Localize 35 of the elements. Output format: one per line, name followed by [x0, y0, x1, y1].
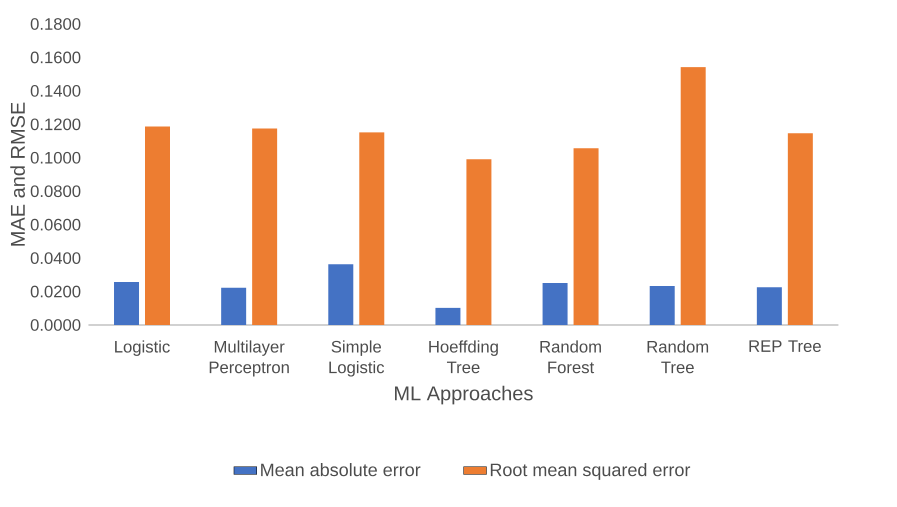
y-tick-label: 0.1800: [30, 18, 80, 30]
bar: [466, 159, 492, 325]
x-tick-label: Random Tree: [648, 340, 708, 374]
x-tick-label: Random Forest: [540, 340, 601, 374]
bar: [145, 126, 170, 325]
bar: [114, 282, 140, 325]
legend-label: Root mean squared error: [490, 463, 690, 480]
bar: [328, 264, 354, 325]
bar: [252, 128, 278, 325]
bar: [435, 308, 460, 325]
x-tick-label: Logistic: [115, 340, 170, 356]
y-tick-label: 0.0800: [30, 185, 80, 198]
y-tick-label: 0.1600: [30, 52, 80, 64]
bar: [756, 287, 782, 325]
y-tick-label: 0.0000: [30, 319, 80, 331]
bar: [221, 288, 246, 325]
legend-label: Mean absolute error: [261, 463, 420, 476]
x-tick-label: REP Tree: [749, 340, 821, 352]
bar: [680, 67, 706, 325]
y-tick-label: 0.1400: [30, 84, 80, 97]
bar: [574, 148, 599, 325]
y-tick-label: 0.0200: [30, 286, 80, 298]
x-tick-label: Multilayer Perceptron: [210, 340, 289, 377]
bar: [359, 132, 384, 325]
y-tick-label: 0.1200: [30, 118, 80, 130]
x-tick-label: Simple Logistic: [329, 340, 384, 377]
y-tick-label: 0.0600: [30, 218, 80, 231]
y-tick-label: 0.1000: [30, 152, 80, 164]
y-axis-title: MAE and RMSE: [10, 102, 25, 246]
bar: [542, 283, 568, 325]
x-axis-title: ML Approaches: [395, 386, 533, 404]
bar: [788, 133, 813, 325]
bar: [650, 286, 675, 325]
x-tick-label: Hoeffding Tree: [429, 340, 498, 374]
y-tick-label: 0.0400: [30, 252, 80, 264]
